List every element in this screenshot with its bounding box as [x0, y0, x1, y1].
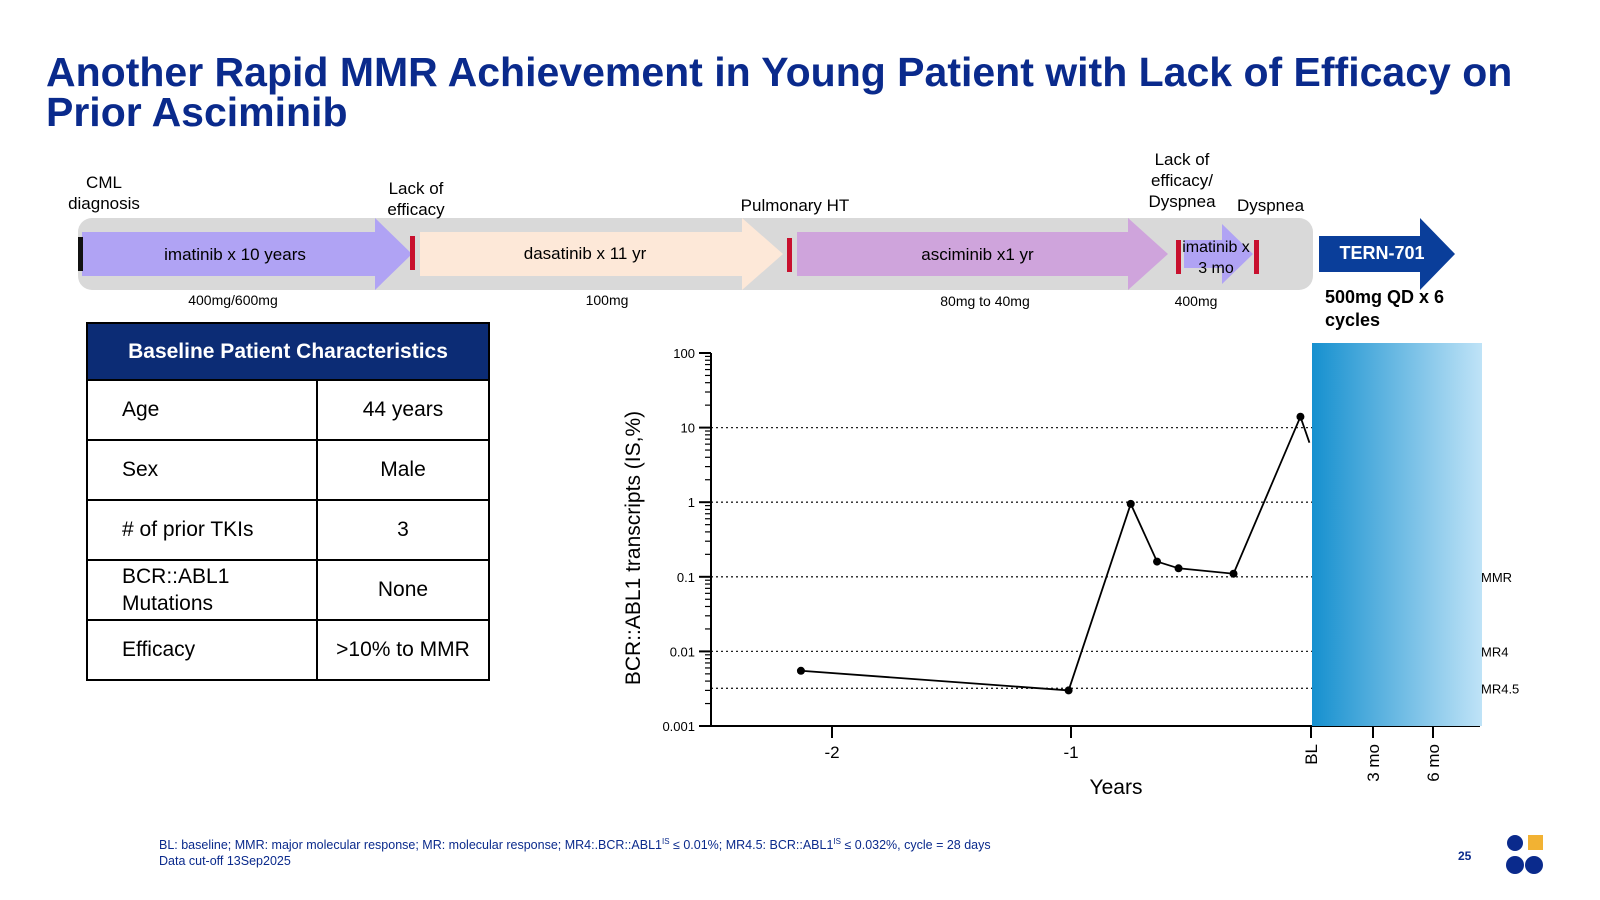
asciminib-arrow: [797, 218, 1168, 290]
page-number: 25: [1458, 849, 1472, 863]
x-tick-label: BL: [1302, 744, 1321, 765]
dose-imatinib-short: 400mg: [1174, 293, 1218, 309]
table-row: Age 44 years: [86, 379, 490, 441]
event-dyspnea: Dyspnea: [1236, 196, 1305, 215]
y-axis-label: BCR::ABL1 transcripts (IS,%): [622, 411, 645, 685]
x-tick-label: -1: [1063, 743, 1078, 762]
event-lack-efficacy-dyspnea: Lack of efficacy/ Dyspnea: [1148, 150, 1216, 211]
data-point: [1174, 564, 1183, 573]
data-point: [1064, 686, 1073, 695]
table-row: # of prior TKIs 3: [86, 499, 490, 561]
imatinib-short-label: imatinib x 3 mo: [1182, 239, 1250, 277]
y-tick-label: 10: [681, 421, 695, 436]
y-tick-label: 0.001: [662, 719, 695, 734]
dasatinib-label: dasatinib x 11 yr: [523, 244, 647, 263]
mutations-key-text: BCR::ABL1 Mutations: [122, 565, 230, 615]
event-lack-of-efficacy: Lack of efficacy: [387, 179, 445, 219]
imatinib-arrow: [82, 218, 412, 290]
row-value: None: [316, 559, 490, 621]
table-row: Efficacy >10% to MMR: [86, 619, 490, 681]
x-tick-label: -2: [824, 743, 839, 762]
footnote: BL: baseline; MMR: major molecular respo…: [159, 834, 991, 869]
row-value: 44 years: [316, 379, 490, 441]
reference-line-label: MR4: [1481, 644, 1508, 659]
pulmonary-ht-marker: [787, 238, 792, 272]
data-point: [1126, 499, 1135, 508]
treatment-arrows: [82, 218, 1455, 290]
y-tick-label: 1: [688, 495, 695, 510]
dose-imatinib: 400mg/600mg: [188, 292, 278, 308]
reference-line-label: MR4.5: [1481, 681, 1519, 696]
page-title: Another Rapid MMR Achievement in Young P…: [46, 49, 1513, 135]
row-key: Age: [86, 379, 318, 441]
table-row: Sex Male: [86, 439, 490, 501]
tern-701-treatment-region: [1312, 343, 1482, 726]
lack-of-efficacy-marker: [410, 236, 415, 270]
event-pulmonary-ht: Pulmonary HT: [740, 196, 850, 215]
baseline-characteristics-table: Baseline Patient Characteristics Age 44 …: [86, 322, 490, 681]
imatinib-short-arrow: [1184, 224, 1253, 284]
imatinib-label: imatinib x 10 years: [164, 245, 306, 264]
row-value: 3: [316, 499, 490, 561]
transcript-series-line: [800, 414, 1311, 692]
dyspnea-marker: [1254, 240, 1259, 274]
lack-efficacy-dyspnea-marker: [1176, 240, 1181, 274]
dasatinib-arrow: [420, 218, 783, 290]
footnote-line-2: Data cut-off 13Sep2025: [159, 854, 291, 869]
x-tick-label: 6 mo: [1424, 744, 1443, 782]
dose-asciminib: 80mg to 40mg: [940, 293, 1030, 309]
reference-line-label: MMR: [1481, 570, 1512, 585]
x-axis-label: Years: [1090, 776, 1143, 799]
data-point: [1229, 569, 1238, 578]
tern-701-arrow: [1319, 218, 1455, 290]
company-logo-icon: [1506, 835, 1543, 874]
row-value: Male: [316, 439, 490, 501]
asciminib-label: asciminib x1 yr: [921, 245, 1034, 264]
table-row: BCR::ABL1 Mutations None: [86, 559, 490, 621]
row-key: BCR::ABL1 Mutations: [86, 559, 318, 621]
tern-701-label: TERN-701: [1339, 243, 1425, 263]
data-point: [1153, 557, 1162, 566]
dose-tern-701: 500mg QD x 6 cycles: [1325, 287, 1445, 330]
data-point: [1296, 412, 1305, 421]
diagnosis-marker: [78, 237, 83, 271]
row-value: >10% to MMR: [316, 619, 490, 681]
x-tick-label: 3 mo: [1364, 744, 1383, 782]
y-tick-label: 100: [673, 346, 695, 361]
y-tick-label: 0.01: [670, 644, 695, 659]
footnote-line-1: BL: baseline; MMR: major molecular respo…: [159, 837, 991, 853]
row-key: Efficacy: [86, 619, 318, 681]
row-key: # of prior TKIs: [86, 499, 318, 561]
data-point: [796, 666, 805, 675]
y-tick-label: 0.1: [677, 570, 695, 585]
event-cml-diagnosis: CML diagnosis: [68, 173, 140, 213]
dose-dasatinib: 100mg: [585, 292, 629, 308]
table-header: Baseline Patient Characteristics: [86, 322, 490, 381]
row-key: Sex: [86, 439, 318, 501]
